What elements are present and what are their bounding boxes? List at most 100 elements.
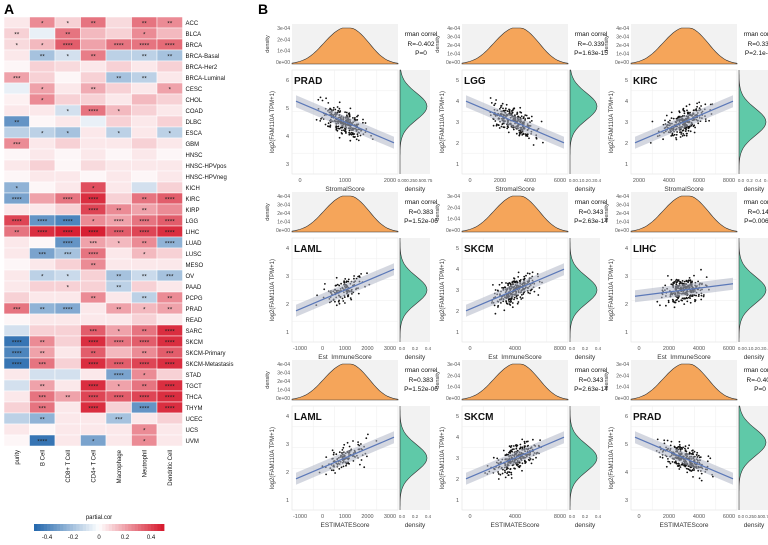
heatmap-cell bbox=[54, 148, 81, 161]
stat-p: P=1.52e-06 bbox=[404, 386, 438, 393]
data-point bbox=[517, 276, 520, 278]
data-point bbox=[506, 125, 509, 128]
data-point bbox=[327, 122, 330, 125]
data-point bbox=[332, 453, 335, 456]
data-point bbox=[533, 290, 536, 293]
heatmap-cell bbox=[54, 379, 81, 392]
top-density-curve bbox=[461, 195, 569, 233]
heatmap-cell bbox=[131, 159, 158, 172]
data-point bbox=[709, 457, 712, 460]
data-point bbox=[351, 293, 353, 295]
scatter-panel: density 0e+00 1e-04 2e-04 3e-04 4e-04 rman cor… bbox=[435, 24, 608, 193]
data-point bbox=[670, 135, 673, 137]
heatmap-cell bbox=[54, 423, 81, 436]
data-point bbox=[514, 467, 516, 470]
data-point bbox=[507, 131, 510, 134]
data-point bbox=[511, 302, 514, 304]
data-point bbox=[356, 135, 359, 138]
x-tick-label: 3000 bbox=[384, 514, 396, 520]
data-point bbox=[497, 478, 500, 480]
data-point bbox=[513, 277, 515, 279]
x-tick-label: 0 bbox=[637, 346, 640, 352]
y-tick-label: 6 bbox=[286, 78, 289, 84]
data-point bbox=[345, 111, 348, 114]
heatmap-cell bbox=[156, 258, 183, 271]
data-point bbox=[357, 443, 360, 446]
data-point bbox=[497, 304, 500, 307]
legend-tick-label: 0 bbox=[97, 535, 101, 541]
significance-label: **** bbox=[139, 406, 150, 413]
data-point bbox=[696, 102, 698, 105]
heatmap-cell bbox=[156, 148, 183, 161]
data-point bbox=[683, 134, 686, 137]
heatmap-cell bbox=[131, 82, 158, 95]
data-point bbox=[505, 107, 507, 110]
x-tick-label: 6000 bbox=[554, 178, 566, 184]
data-point bbox=[319, 120, 322, 122]
data-point bbox=[687, 447, 689, 450]
significance-label: *** bbox=[13, 307, 21, 314]
data-point bbox=[341, 129, 343, 132]
significance-label: * bbox=[66, 109, 69, 116]
data-point bbox=[340, 126, 342, 129]
data-point bbox=[354, 136, 356, 138]
heatmap-cell bbox=[29, 27, 56, 40]
data-point bbox=[526, 272, 529, 275]
data-point bbox=[338, 451, 341, 454]
data-point bbox=[694, 299, 696, 301]
data-point bbox=[355, 138, 358, 141]
data-point bbox=[685, 450, 688, 453]
x-tick-label: 2000 bbox=[361, 346, 373, 352]
legend-gradient-step bbox=[138, 524, 142, 531]
heatmap-cell bbox=[156, 159, 183, 172]
heatmap-row-label: ACC bbox=[186, 21, 199, 27]
top-density-tick: 0e+00 bbox=[446, 396, 460, 402]
heatmap-row-label: SARC bbox=[186, 329, 203, 335]
y-tick-label: 3 bbox=[456, 288, 459, 294]
data-point bbox=[340, 282, 342, 285]
data-point bbox=[366, 272, 368, 275]
heatmap-cell bbox=[105, 192, 132, 205]
legend-gradient-step bbox=[160, 524, 165, 531]
data-point bbox=[501, 281, 503, 284]
significance-label: *** bbox=[89, 329, 97, 336]
data-point bbox=[671, 133, 674, 136]
stat-p: P=2.63e-14 bbox=[574, 218, 608, 225]
y-tick-label: 5 bbox=[625, 78, 628, 84]
data-point bbox=[702, 295, 705, 298]
heatmap-cell bbox=[3, 291, 30, 304]
cancer-label: LAML bbox=[294, 412, 322, 423]
heatmap-cell bbox=[54, 357, 81, 370]
heatmap-cell bbox=[54, 115, 81, 128]
y-axis-label: log2(FAM110A TPM+1) bbox=[609, 259, 615, 321]
data-point bbox=[346, 441, 349, 444]
data-point bbox=[335, 304, 338, 307]
data-point bbox=[684, 127, 687, 130]
heatmap-cell bbox=[3, 313, 30, 326]
heatmap-cell bbox=[29, 159, 56, 172]
significance-label: **** bbox=[165, 329, 176, 336]
top-density-tick: 1e-04 bbox=[616, 385, 629, 391]
data-point bbox=[671, 461, 674, 463]
significance-label: * bbox=[66, 285, 69, 292]
data-point bbox=[321, 99, 324, 102]
heatmap-cell bbox=[105, 346, 132, 359]
data-point bbox=[697, 280, 699, 283]
right-density-tick: 0.2 bbox=[582, 514, 589, 519]
stat-r: R=-0.402 bbox=[408, 41, 435, 48]
legend-gradient-step bbox=[144, 524, 149, 531]
data-point bbox=[512, 128, 515, 131]
legend-gradient-step bbox=[95, 524, 100, 531]
heatmap-cell bbox=[80, 115, 107, 128]
legend-gradient-step bbox=[82, 524, 87, 531]
data-point bbox=[667, 458, 669, 460]
data-point bbox=[682, 446, 684, 449]
data-point bbox=[656, 300, 659, 303]
right-density-axis-title: density bbox=[744, 354, 765, 361]
data-point bbox=[659, 456, 662, 458]
data-point bbox=[363, 466, 366, 469]
significance-label: * bbox=[143, 428, 146, 435]
data-point bbox=[325, 97, 327, 100]
data-point bbox=[697, 295, 700, 297]
